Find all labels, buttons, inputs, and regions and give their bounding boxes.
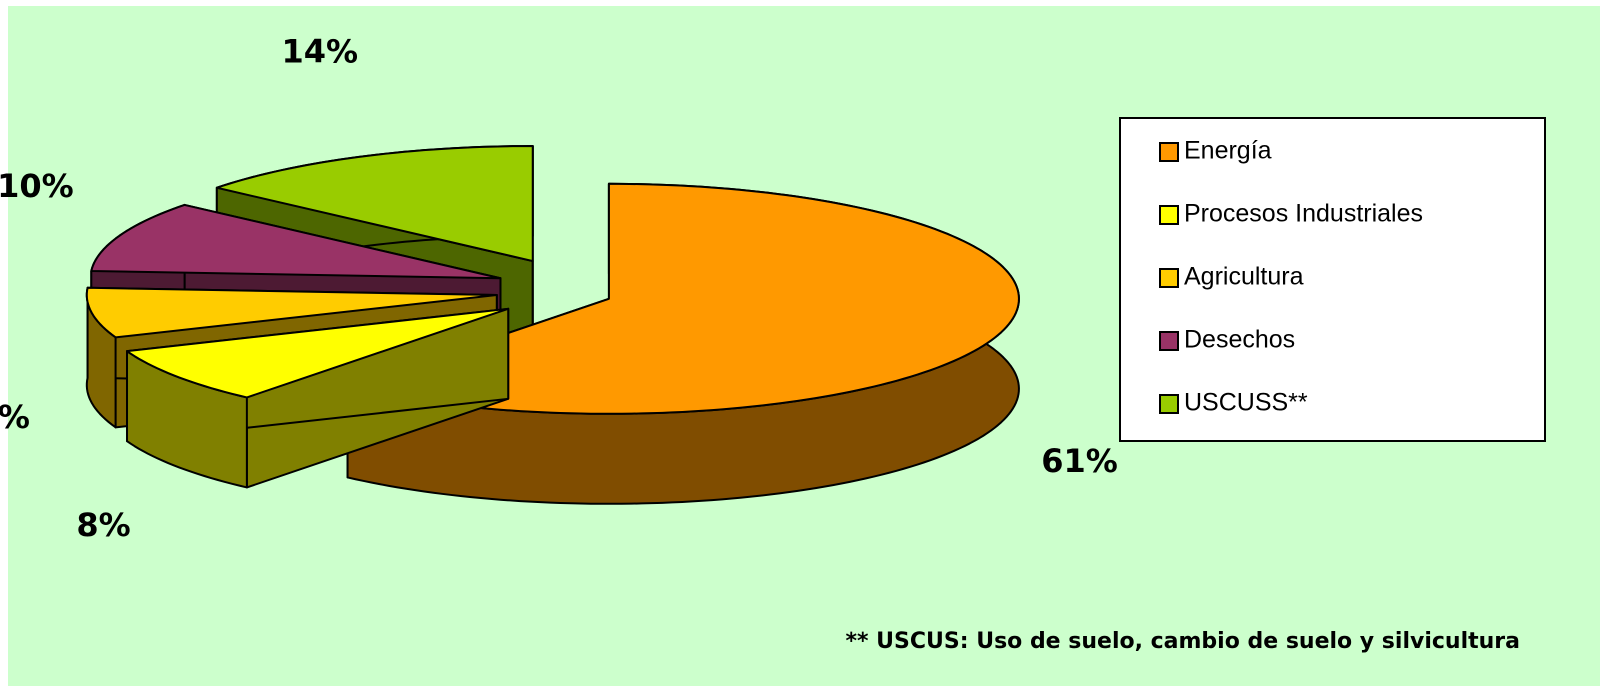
slice <box>126 307 510 399</box>
data-label: 61% <box>1041 442 1118 480</box>
legend-label: USCUSS** <box>1184 389 1308 417</box>
legend-box <box>1119 117 1546 442</box>
slice <box>346 182 1020 415</box>
data-label: 8% <box>76 506 130 544</box>
slice <box>215 145 534 263</box>
legend-label: Desechos <box>1184 326 1295 354</box>
legend-label: Procesos Industriales <box>1184 200 1423 228</box>
slice <box>126 307 510 489</box>
slice <box>346 182 1020 505</box>
slice <box>85 286 498 339</box>
legend-label: Energía <box>1184 137 1272 165</box>
legend-swatch <box>1159 142 1179 162</box>
slice <box>90 203 502 280</box>
data-label: 10% <box>0 167 74 205</box>
data-label: 7% <box>0 398 30 436</box>
data-label: 14% <box>281 32 358 70</box>
footnote: ** USCUS: Uso de suelo, cambio de suelo … <box>846 629 1520 654</box>
legend-swatch <box>1159 205 1179 225</box>
legend-swatch <box>1159 331 1179 351</box>
legend-swatch <box>1159 394 1179 414</box>
legend-label: Agricultura <box>1184 263 1304 291</box>
legend-swatch <box>1159 268 1179 288</box>
